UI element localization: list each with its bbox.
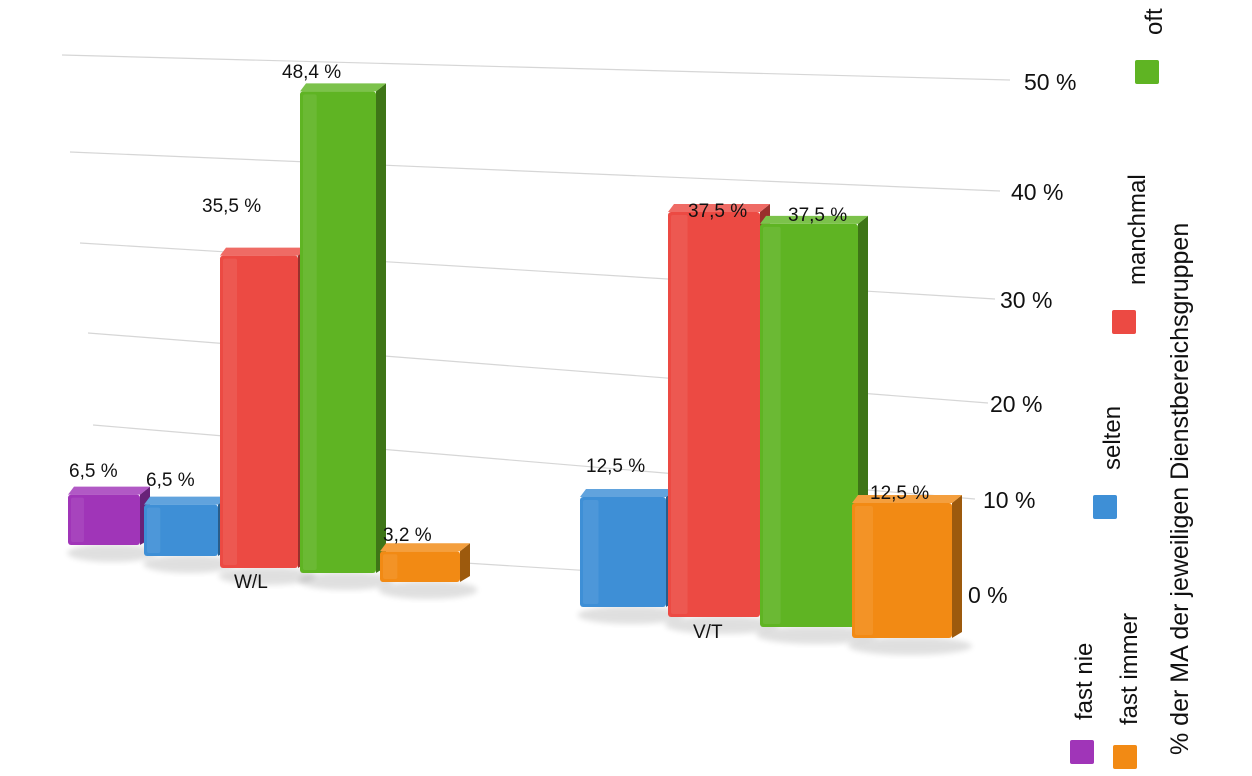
y-tick-label: 50 % (1024, 69, 1076, 95)
bar-side (376, 83, 386, 574)
bar (580, 489, 676, 607)
bar-top (852, 495, 962, 503)
bar-highlight (671, 215, 688, 614)
data-label: 6,5 % (69, 461, 118, 482)
bar-top (760, 215, 868, 224)
gridline (69, 151, 1001, 192)
legend-label: oft (1141, 8, 1168, 35)
bar-shadow (218, 567, 316, 585)
data-label: 37,5 % (688, 201, 747, 222)
data-label: 48,4 % (282, 62, 341, 83)
bar (300, 83, 386, 574)
data-label: 37,5 % (788, 205, 847, 226)
bar-front (852, 503, 952, 638)
bar (380, 543, 470, 582)
bar-front (380, 551, 460, 582)
bar-front (144, 504, 218, 556)
data-label: 12,5 % (870, 483, 929, 504)
bar-shadow (848, 637, 972, 655)
bar (760, 215, 868, 627)
bar-side (952, 495, 962, 638)
legend-swatch (1113, 745, 1137, 769)
bar-top (144, 496, 228, 505)
bar-highlight (71, 497, 84, 542)
bar-highlight (583, 500, 599, 604)
legend-label: manchmal (1124, 174, 1151, 285)
bar-top (380, 543, 470, 552)
y-tick-label: 10 % (983, 487, 1035, 513)
bar-shadow (143, 555, 235, 573)
bar-shadow (664, 616, 780, 634)
y-tick-label: 20 % (990, 391, 1042, 417)
bar (852, 495, 962, 638)
bar-front (68, 494, 140, 545)
bar-highlight (303, 94, 317, 571)
bar-shadow (378, 581, 478, 599)
bar (668, 204, 770, 617)
bar-top (68, 486, 150, 495)
bar-highlight (763, 226, 781, 624)
bar-front (220, 255, 298, 568)
bar-shadow (67, 544, 157, 562)
y-axis-title: % der MA der jeweiligen Dienstbereichsgr… (1166, 223, 1194, 755)
bar-top (580, 489, 676, 497)
bar-top (668, 204, 770, 212)
data-label: 12,5 % (586, 456, 645, 477)
legend-label: fast nie (1071, 643, 1098, 720)
bar-highlight (855, 506, 873, 635)
y-tick-label: 40 % (1011, 179, 1063, 205)
y-tick-label: 0 % (968, 582, 1008, 608)
bar (144, 496, 228, 556)
bar-highlight (147, 507, 161, 553)
legend-swatch (1135, 60, 1159, 84)
bar-shadow (756, 626, 878, 644)
bar-side (460, 543, 470, 582)
bar-shadow (298, 572, 394, 590)
legend-swatch (1093, 495, 1117, 519)
bar-front (668, 212, 760, 617)
legend-label: selten (1099, 406, 1126, 470)
bar-front (760, 223, 858, 627)
bar-top (300, 83, 386, 92)
bar-front (580, 497, 666, 607)
bar (68, 486, 150, 545)
data-label: 35,5 % (202, 196, 261, 217)
legend-swatch (1112, 310, 1136, 334)
bar-shadow (577, 606, 685, 624)
data-label: 3,2 % (383, 525, 432, 546)
data-label: 6,5 % (146, 470, 195, 491)
bar-top (220, 247, 308, 256)
bar (220, 247, 308, 568)
bar-highlight (223, 258, 238, 565)
y-tick-label: 30 % (1000, 287, 1052, 313)
gridline (61, 54, 1011, 81)
x-tick-label: V/T (693, 622, 723, 643)
bar-front (300, 91, 376, 574)
bar-highlight (383, 554, 398, 579)
legend-label: fast immer (1116, 613, 1143, 725)
x-tick-label: W/L (234, 572, 268, 593)
legend-swatch (1070, 740, 1094, 764)
